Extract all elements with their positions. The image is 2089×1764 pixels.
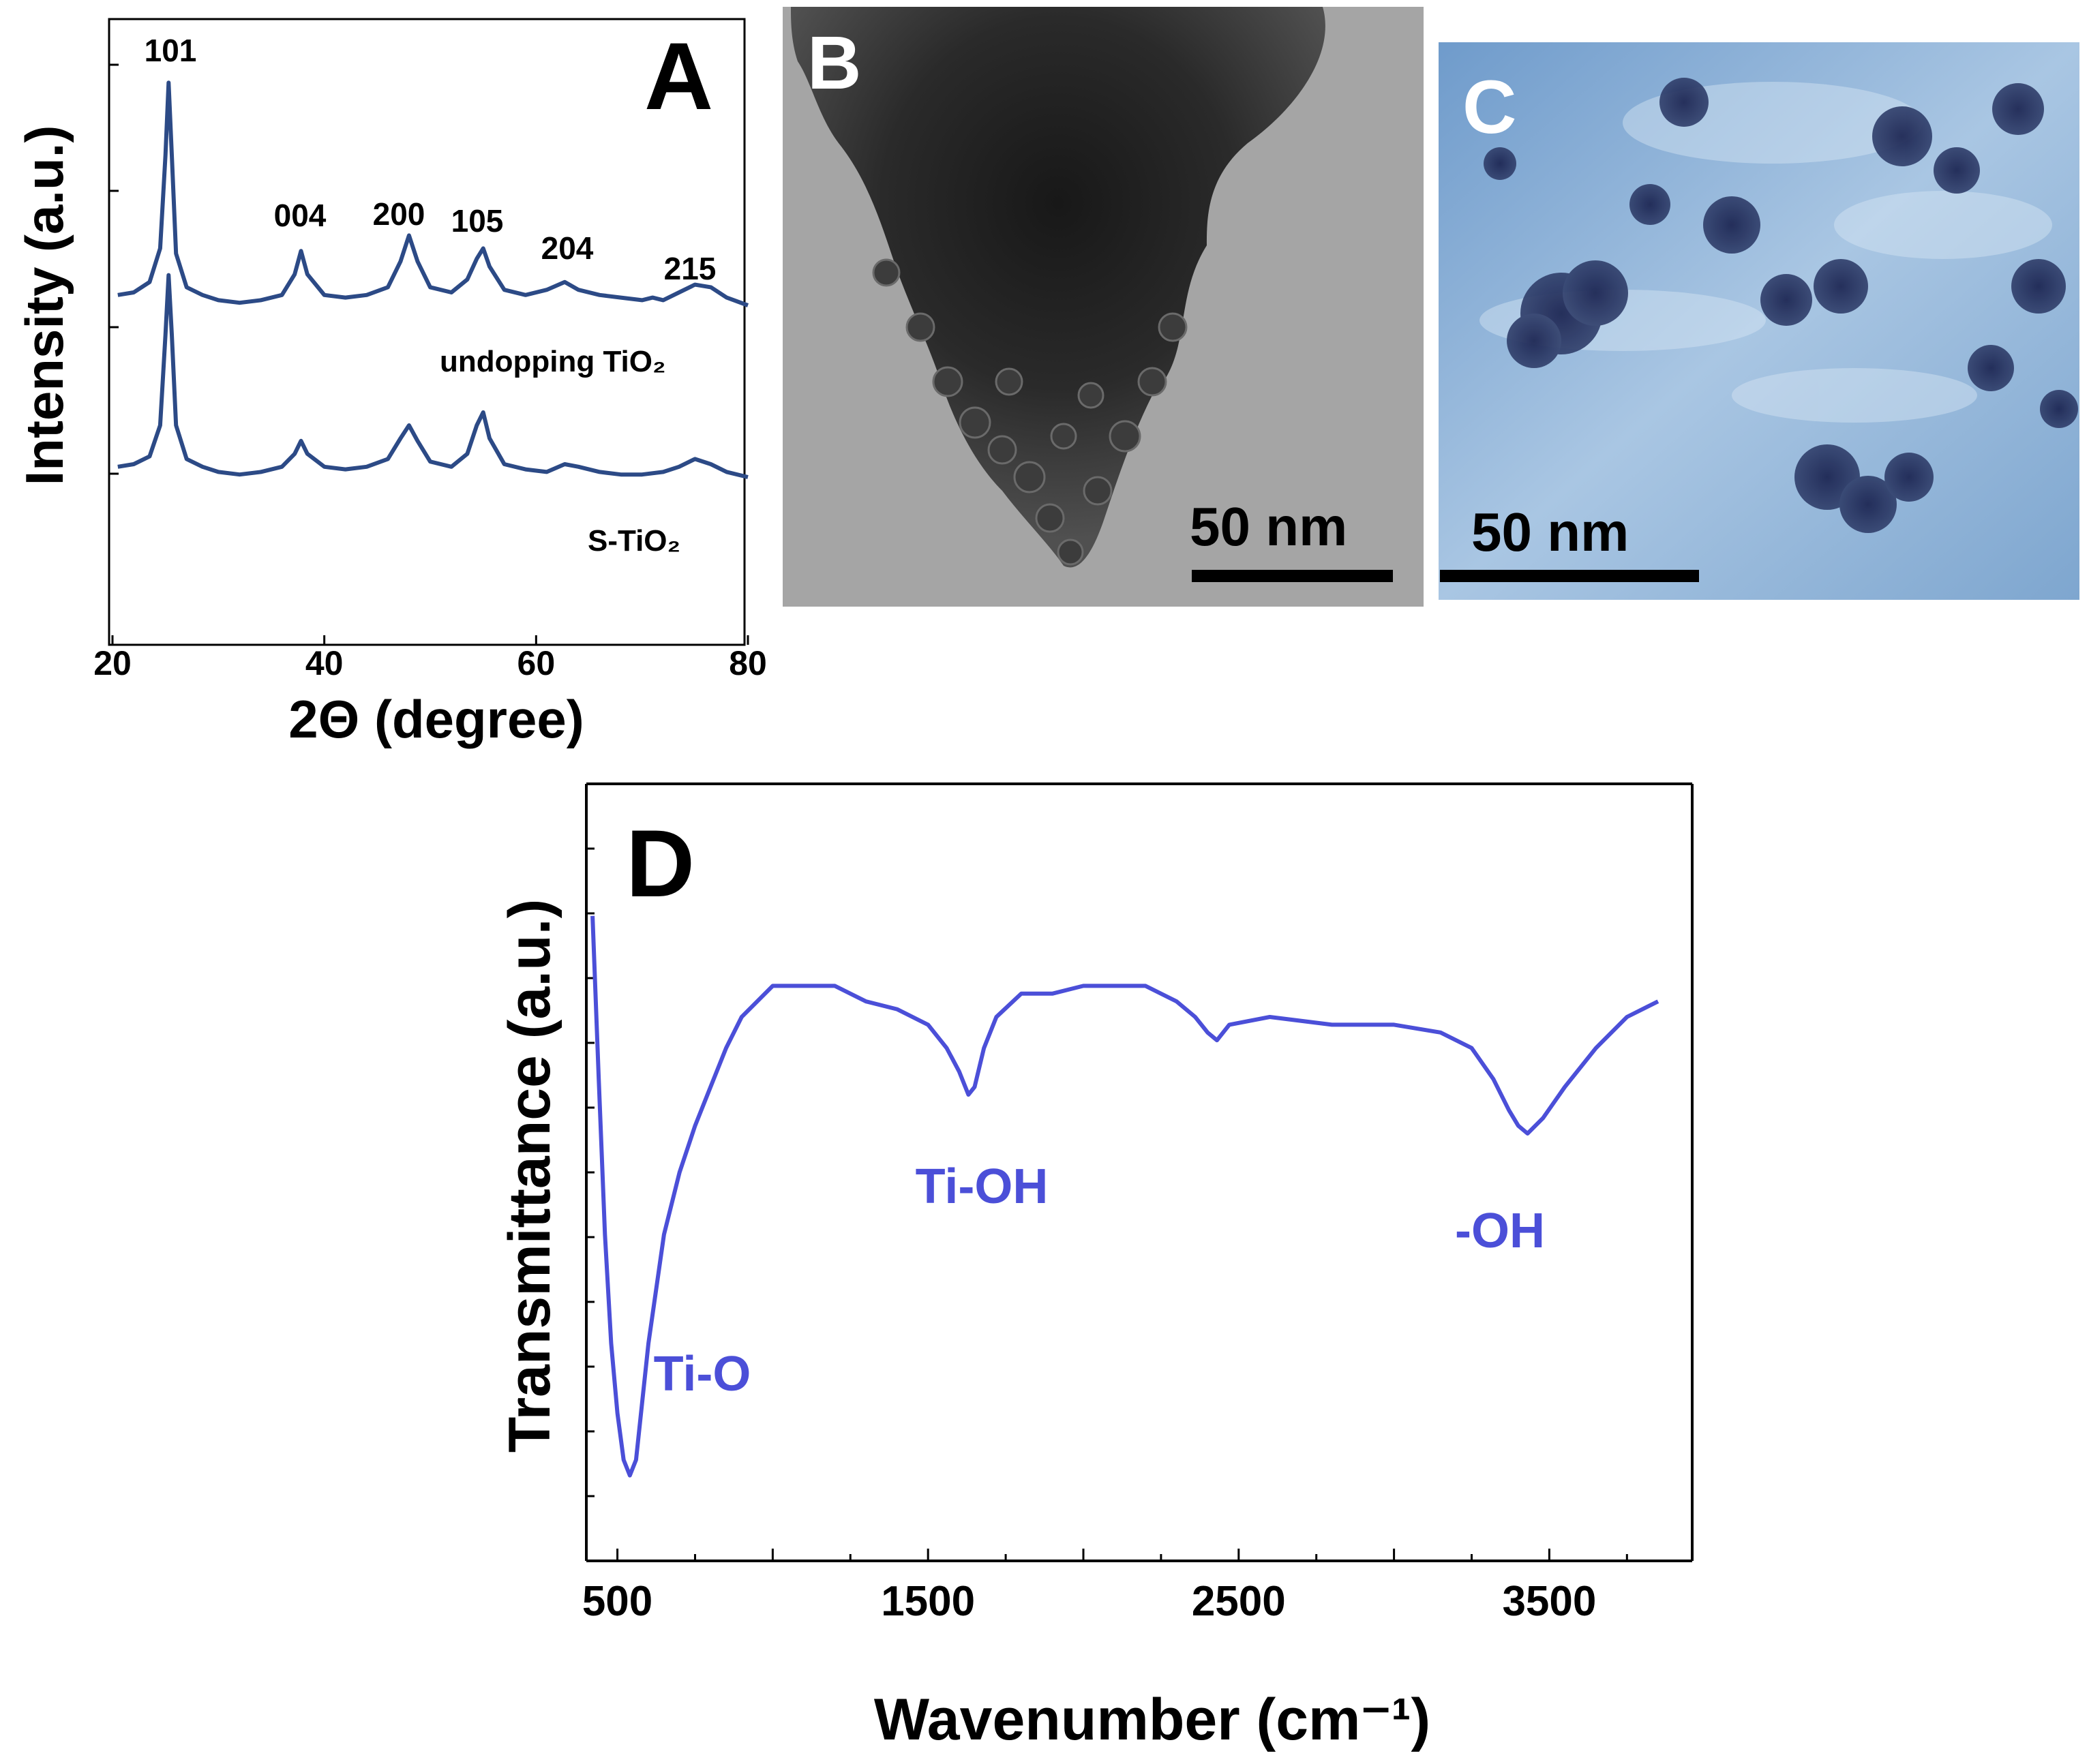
panel-a-peak-label: 204 (541, 230, 594, 266)
xrd-series-line-0 (117, 80, 749, 307)
panel-b-letter: B (807, 21, 861, 105)
panel-c-letter: C (1462, 65, 1516, 149)
xrd-series-line-1 (117, 273, 749, 479)
panel-a-peak-label: 004 (274, 198, 327, 233)
panel-b-scale-bar (1192, 570, 1393, 582)
panel-d-x-tick-label: 3500 (1502, 1578, 1596, 1625)
panel-a-x-tick-label: 60 (517, 644, 556, 682)
panel-a-series (117, 80, 749, 479)
panel-a-x-tick-label: 40 (305, 644, 344, 682)
panel-d-band-labels: Ti-O Ti-OH -OH (654, 1159, 1545, 1401)
panel-a-frame (108, 18, 746, 646)
panel-a-series-label-undoped: undopping TiO₂ (440, 345, 666, 378)
panel-d-x-axis-title: Wavenumber (cm⁻¹) (874, 1687, 1430, 1752)
panel-d-x-tick-label: 2500 (1192, 1578, 1286, 1625)
panel-a-x-tick-label: 20 (93, 644, 132, 682)
panel-a-peak-label: 105 (451, 203, 504, 239)
panel-a-letter: A (644, 22, 713, 130)
panel-a-y-axis-title: Intensity (a.u.) (14, 125, 74, 486)
panel-a-x-ticks: 20 40 60 80 (93, 635, 767, 682)
panel-d-band-label: Ti-OH (916, 1159, 1049, 1214)
panel-a-peak-labels: 101 004 200 105 204 215 (145, 33, 717, 286)
panel-a-x-axis-title: 2Θ (degree) (288, 689, 584, 749)
panel-d: 500 1500 2500 3500 Ti-O Ti-OH -OH D Transmitt… (497, 782, 1694, 1752)
panel-c-scale-bar (1440, 570, 1699, 582)
panel-d-y-axis-title: Transmittance (a.u.) (497, 899, 562, 1453)
panel-b-scale-label: 50 nm (1190, 496, 1347, 557)
panel-a: 20 40 60 80 101 004 200 105 204 215 A undopping … (14, 18, 767, 749)
panel-d-x-tick-label: 500 (582, 1578, 652, 1625)
panel-a-series-label-s-tio2: S-TiO₂ (588, 524, 680, 558)
panel-a-peak-label: 101 (145, 33, 197, 68)
panel-a-peak-label: 215 (664, 251, 717, 286)
panel-d-band-label: -OH (1455, 1204, 1545, 1258)
panel-a-x-tick-label: 80 (729, 644, 767, 682)
panel-d-x-ticks: 500 1500 2500 3500 (582, 1549, 1628, 1625)
panel-d-band-label: Ti-O (654, 1347, 751, 1401)
panel-c-image: C 50 nm (1439, 42, 2079, 600)
panel-a-y-ticks (109, 63, 119, 475)
panel-d-letter: D (626, 810, 695, 917)
panel-a-peak-label: 200 (373, 196, 425, 232)
panel-d-series (590, 915, 1659, 1478)
panel-d-x-tick-label: 1500 (881, 1578, 975, 1625)
panel-b-tem-image: B 50 nm (783, 7, 1424, 607)
panel-c-scale-label: 50 nm (1471, 502, 1629, 562)
ftir-series-line (590, 915, 1659, 1478)
